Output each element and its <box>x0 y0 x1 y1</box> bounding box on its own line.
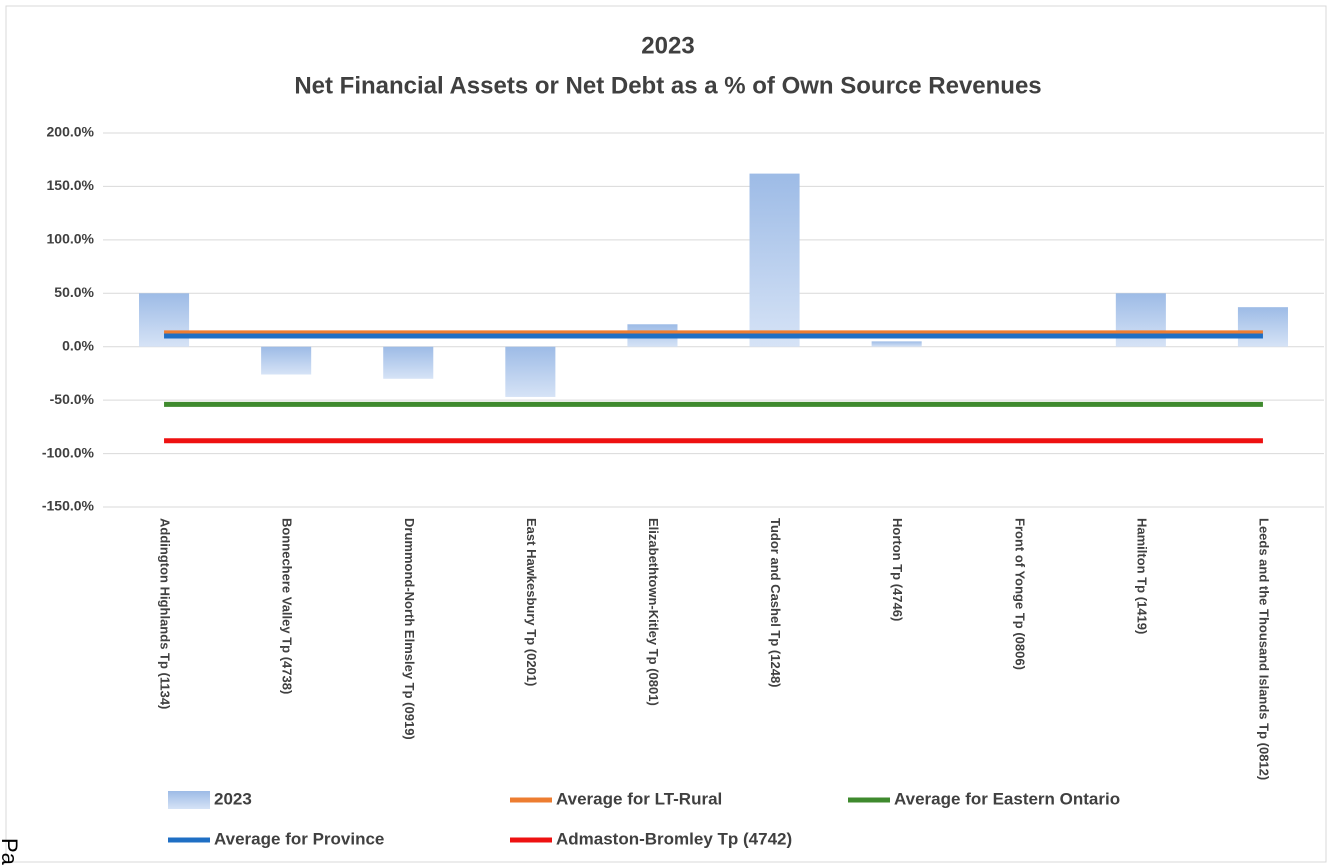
legend-label: Average for LT-Rural <box>556 789 722 808</box>
x-tick-label: Elizabethtown-Kitley Tp (0801) <box>646 518 661 706</box>
x-tick-label: Tudor and Cashel Tp (1248) <box>768 518 783 688</box>
chart-subtitle: Net Financial Assets or Net Debt as a % … <box>294 72 1041 99</box>
x-tick-label: Hamilton Tp (1419) <box>1134 518 1149 634</box>
bar <box>139 293 190 347</box>
bar <box>383 346 434 379</box>
y-tick-label: 0.0% <box>62 337 94 353</box>
chart-title: 2023 <box>641 32 694 59</box>
bar <box>749 173 800 347</box>
y-tick-label: -150.0% <box>42 498 95 514</box>
page-fragment: Pa <box>0 838 22 865</box>
legend-label: Average for Eastern Ontario <box>894 789 1120 808</box>
legend-label: Average for Province <box>214 829 384 848</box>
chart-border <box>5 5 1327 863</box>
legend-swatch <box>168 791 210 809</box>
legend-label: Admaston-Bromley Tp (4742) <box>556 829 792 848</box>
x-tick-label: Horton Tp (4746) <box>890 518 905 621</box>
x-tick-label: Leeds and the Thousand Islands Tp (0812) <box>1257 518 1272 780</box>
y-tick-label: 50.0% <box>54 284 94 300</box>
y-tick-label: -50.0% <box>50 391 95 407</box>
bar <box>871 341 922 347</box>
bar <box>261 346 312 375</box>
bar <box>505 346 556 397</box>
y-tick-label: 200.0% <box>47 124 95 140</box>
bar <box>1237 307 1288 347</box>
x-tick-label: Front of Yonge Tp (0806) <box>1012 518 1027 670</box>
y-tick-label: 100.0% <box>47 231 95 247</box>
y-tick-label: -100.0% <box>42 444 95 460</box>
y-tick-label: 150.0% <box>47 177 95 193</box>
x-tick-label: Bonnechere Valley Tp (4738) <box>280 518 295 694</box>
x-tick-label: East Hawkesbury Tp (0201) <box>524 518 539 686</box>
bar <box>1115 293 1166 347</box>
x-tick-label: Addington Highlands Tp (1134) <box>158 518 173 709</box>
x-tick-label: Drummond-North Elmsley Tp (0919) <box>402 518 417 740</box>
legend-label: 2023 <box>214 789 252 808</box>
